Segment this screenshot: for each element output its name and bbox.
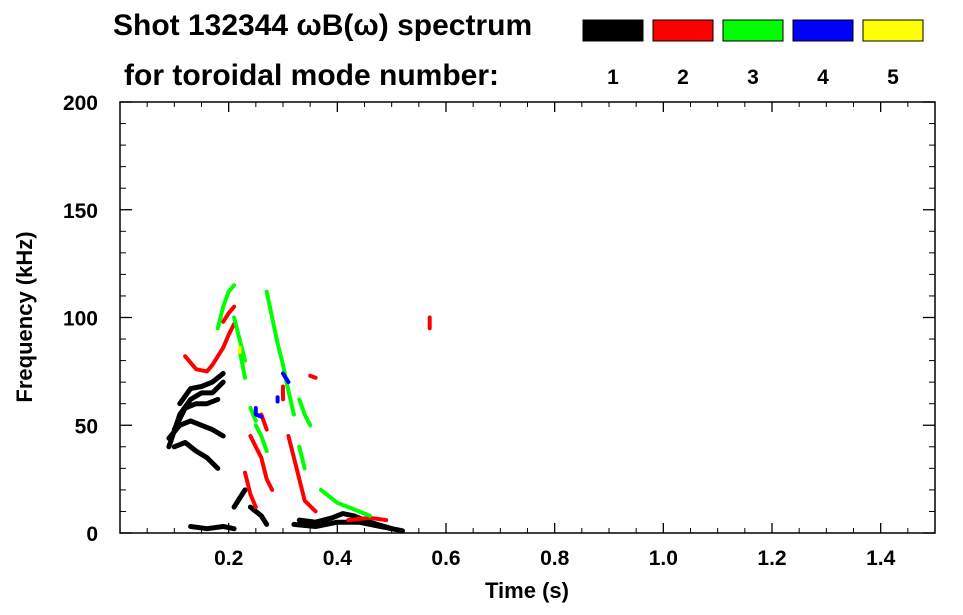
spectrum-data	[166, 283, 432, 534]
series-n=2-track	[308, 373, 318, 380]
series-n=2-track	[346, 515, 389, 523]
legend: 1 2 3 4 5	[582, 19, 924, 89]
chart-title-line1: Shot 132344 ωB(ω) spectrum	[113, 9, 532, 42]
y-tick-label: 100	[63, 308, 98, 331]
series-n=3-track	[237, 347, 247, 380]
series-n=3-track	[248, 406, 258, 423]
y-tick-label: 0	[86, 523, 98, 546]
legend-swatch-5	[862, 19, 924, 42]
series-n=3-track	[297, 397, 313, 428]
x-tick-label: 0.4	[323, 547, 353, 570]
y-tick-label: 200	[63, 92, 98, 115]
plot-frame	[119, 101, 936, 534]
series-n=3-track	[215, 283, 237, 331]
series-n=3-track	[253, 423, 269, 454]
x-tick-label: 0.2	[214, 547, 243, 570]
series-n=1-track	[166, 418, 226, 441]
series-n=1-track	[166, 379, 226, 450]
series-n=2-track	[221, 304, 237, 324]
x-axis-label: Time (s)	[485, 578, 569, 603]
series-n=1-track	[177, 371, 226, 407]
series-n=3-track	[264, 289, 296, 417]
series-n=4-track	[281, 371, 291, 385]
legend-swatch-4	[792, 19, 854, 42]
series-n=3-track	[297, 444, 307, 471]
chart-title-line2: for toroidal mode number:	[124, 59, 499, 92]
series-n=1-track	[247, 504, 270, 527]
series-n=3-track	[319, 487, 372, 518]
series-n=2-track	[183, 322, 237, 374]
x-tick-label: 1.2	[757, 547, 786, 570]
legend-label-4: 4	[817, 66, 829, 89]
legend-label-5: 5	[887, 66, 899, 89]
x-tick-label: 1.0	[649, 547, 678, 570]
series-n=3-track	[232, 315, 247, 363]
y-axis-label: Frequency (kHz)	[12, 231, 37, 402]
legend-label-1: 1	[607, 66, 619, 89]
y-tick-label: 50	[75, 415, 98, 438]
x-tick-label: 1.4	[866, 547, 896, 570]
series-n=1	[166, 371, 405, 534]
series-n=1-track	[188, 524, 237, 532]
series-n=1-track	[291, 519, 405, 534]
series-n=4-track	[253, 406, 264, 419]
x-tick-label: 0.6	[431, 547, 460, 570]
legend-label-2: 2	[677, 66, 689, 89]
series-n=2-track	[286, 434, 318, 514]
legend-swatch-1	[582, 19, 644, 42]
series-n=2-track	[248, 434, 275, 492]
series-n=2	[183, 304, 432, 523]
axes: 0.2 0.4 0.6 0.8 1.0 1.2 1.4 0 50 100 150 200	[63, 92, 935, 570]
series-n=1-track	[171, 396, 221, 433]
legend-swatch-2	[652, 19, 714, 42]
series-n=1-track	[171, 440, 221, 471]
legend-swatch-3	[722, 19, 784, 42]
series-n=2-track	[243, 470, 258, 510]
x-tick-label: 0.8	[540, 547, 570, 570]
series-n=1-track	[231, 487, 248, 510]
series-n=4	[253, 371, 291, 419]
y-tick-label: 150	[63, 200, 98, 223]
legend-label-3: 3	[747, 66, 759, 89]
series-n=3	[215, 283, 372, 518]
